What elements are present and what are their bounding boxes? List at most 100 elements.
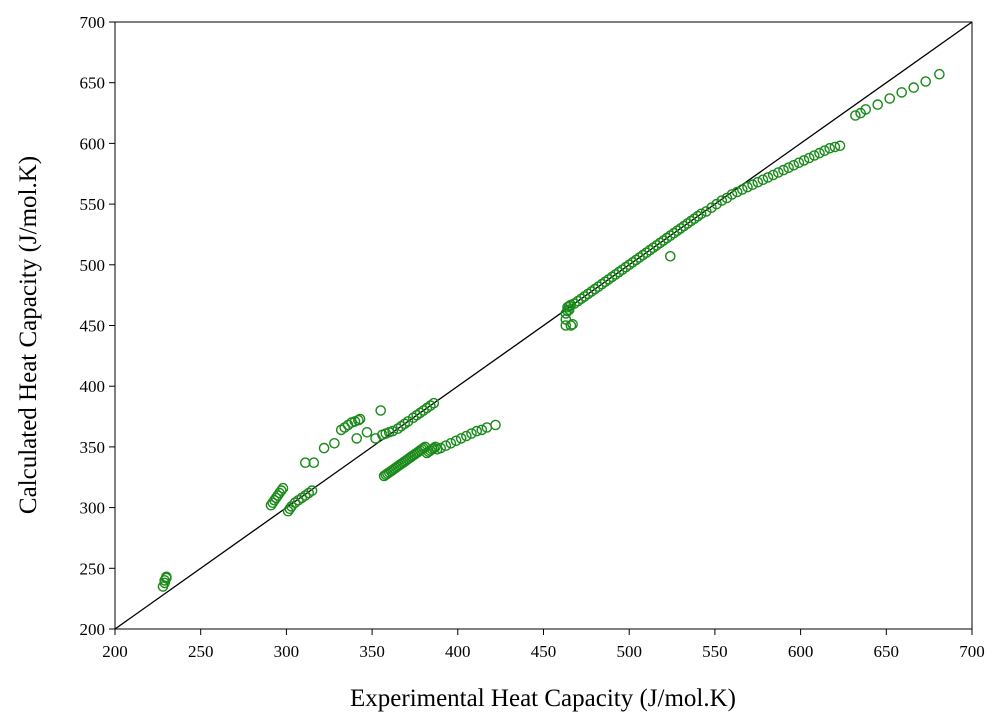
data-point xyxy=(392,423,404,435)
data-point xyxy=(361,426,373,438)
data-point xyxy=(318,442,330,454)
y-tick-label: 200 xyxy=(80,620,106,639)
data-point xyxy=(814,147,825,159)
data-point xyxy=(908,82,920,93)
data-point xyxy=(860,104,872,115)
data-point xyxy=(445,437,457,449)
data-point xyxy=(773,167,784,178)
data-point xyxy=(803,152,815,164)
data-point xyxy=(829,141,841,153)
data-point xyxy=(286,501,297,512)
data-point xyxy=(476,424,488,436)
x-tick-label: 350 xyxy=(359,642,385,661)
x-tick-label: 250 xyxy=(188,642,214,661)
data-point xyxy=(809,150,820,161)
data-point xyxy=(647,242,659,254)
data-point xyxy=(455,433,467,444)
data-point xyxy=(675,223,686,234)
data-point xyxy=(299,490,311,501)
y-axis-title: Calculated Heat Capacity (J/mol.K) xyxy=(15,156,42,514)
x-tick-label: 400 xyxy=(445,642,471,661)
data-point xyxy=(920,76,932,87)
data-point xyxy=(896,87,908,98)
data-point xyxy=(435,442,447,454)
data-point xyxy=(613,266,625,278)
points-layer xyxy=(157,68,945,592)
data-point xyxy=(471,425,483,437)
data-point xyxy=(399,418,411,430)
data-point xyxy=(692,210,704,222)
data-point xyxy=(834,140,846,152)
y-tick-label: 650 xyxy=(80,74,106,93)
data-point xyxy=(599,276,611,288)
y-tick-label: 350 xyxy=(80,438,106,457)
data-point xyxy=(275,485,287,496)
data-point xyxy=(560,320,572,331)
x-tick-label: 500 xyxy=(616,642,642,661)
x-tick-label: 700 xyxy=(959,642,985,661)
data-point xyxy=(783,162,794,173)
data-point xyxy=(575,293,587,305)
data-point xyxy=(284,503,296,515)
data-point xyxy=(466,428,477,439)
x-tick-label: 200 xyxy=(102,642,128,661)
data-point xyxy=(339,422,351,433)
y-tick-label: 550 xyxy=(80,195,106,214)
data-point xyxy=(303,487,315,499)
data-point xyxy=(440,440,452,452)
x-tick-label: 300 xyxy=(274,642,300,661)
y-tick-label: 600 xyxy=(80,134,106,153)
data-point xyxy=(277,482,289,494)
data-point xyxy=(354,413,366,425)
y-tick-label: 250 xyxy=(80,559,106,578)
data-point xyxy=(798,155,810,166)
data-point xyxy=(726,189,738,200)
data-point xyxy=(934,68,945,80)
data-point xyxy=(490,419,501,431)
x-tick-label: 600 xyxy=(788,642,814,661)
data-point xyxy=(661,232,673,244)
data-point xyxy=(824,142,836,154)
data-point xyxy=(637,249,649,261)
data-point xyxy=(685,215,697,227)
y-tick-label: 500 xyxy=(80,256,106,275)
data-point xyxy=(161,571,172,583)
data-point xyxy=(747,179,758,190)
data-point xyxy=(461,430,472,442)
y-tick-label: 450 xyxy=(80,317,106,336)
x-axis-title: Experimental Heat Capacity (J/mol.K) xyxy=(350,685,736,712)
data-point xyxy=(562,305,573,317)
data-point xyxy=(567,318,578,330)
data-point xyxy=(695,208,707,220)
data-point xyxy=(353,414,364,426)
data-point xyxy=(308,457,320,469)
y-tick-label: 700 xyxy=(80,13,106,32)
data-point xyxy=(850,110,861,121)
data-point xyxy=(767,169,779,181)
data-point xyxy=(872,99,884,110)
y-ticks: 200 250 300 350 400 450 500 550 600 650 700 xyxy=(80,13,115,639)
reference-line-layer xyxy=(114,21,973,630)
data-point xyxy=(793,157,805,169)
data-point xyxy=(788,159,800,171)
data-point xyxy=(450,435,462,447)
x-tick-label: 550 xyxy=(702,642,728,661)
data-point xyxy=(430,441,441,453)
data-point xyxy=(425,400,436,411)
data-point xyxy=(731,186,743,198)
data-point xyxy=(665,250,676,262)
data-point xyxy=(589,283,601,295)
y-tick-label: 400 xyxy=(80,377,106,396)
data-point xyxy=(884,93,896,104)
data-point xyxy=(351,433,363,444)
data-point xyxy=(306,485,318,496)
data-point xyxy=(428,397,440,409)
x-ticks: 200 250 300 350 400 450 500 550 600 650 700 xyxy=(102,629,985,661)
parity-line xyxy=(114,21,973,630)
data-point xyxy=(623,259,635,271)
data-point xyxy=(293,494,304,506)
data-point xyxy=(563,304,575,316)
data-point xyxy=(329,437,340,449)
data-point xyxy=(418,405,429,416)
